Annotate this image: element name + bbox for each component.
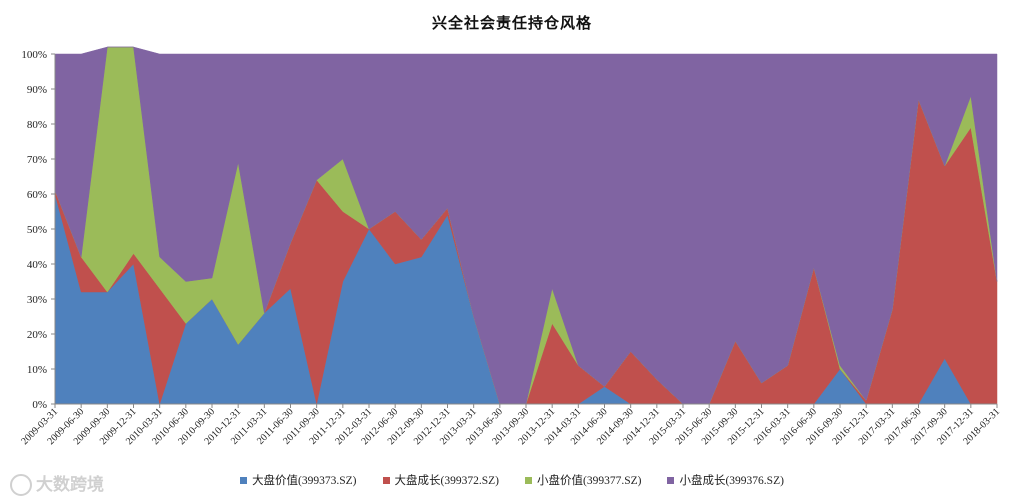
legend-swatch	[525, 476, 532, 484]
watermark-text: 大数跨境	[36, 475, 104, 495]
plot-area	[54, 46, 998, 405]
y-tick-label: 10%	[27, 364, 47, 376]
y-tick-label: 100%	[21, 49, 47, 61]
y-tick-label: 0%	[32, 399, 47, 411]
legend-swatch	[667, 476, 675, 484]
y-tick-label: 90%	[27, 84, 47, 96]
watermark-logo-icon	[10, 474, 32, 496]
legend-swatch	[240, 476, 248, 484]
watermark: 大数跨境	[10, 470, 104, 496]
legend-label: 小盘价值(399377.SZ)	[537, 475, 642, 487]
legend-label: 大盘价值(399373.SZ)	[252, 475, 357, 487]
y-tick-label: 80%	[27, 119, 47, 131]
legend-item-2: 小盘价值(399377.SZ)	[525, 472, 641, 488]
y-tick-label: 40%	[27, 259, 47, 271]
y-tick-label: 50%	[27, 224, 47, 236]
legend: 大盘价值(399373.SZ) 大盘成长(399372.SZ) 小盘价值(39937…	[0, 472, 1024, 488]
legend-item-3: 小盘成长(399376.SZ)	[667, 472, 784, 488]
legend-label: 小盘成长(399376.SZ)	[679, 475, 784, 487]
area-series-3	[54, 46, 998, 405]
y-tick-label: 20%	[27, 329, 47, 341]
y-tick-label: 60%	[27, 189, 47, 201]
y-tick-label: 70%	[27, 154, 47, 166]
legend-item-1: 大盘成长(399372.SZ)	[382, 472, 499, 488]
legend-item-0: 大盘价值(399373.SZ)	[240, 472, 357, 488]
legend-swatch	[382, 476, 390, 484]
y-tick-label: 30%	[27, 294, 47, 306]
chart-title: 兴全社会责任持仓风格	[431, 14, 592, 32]
legend-label: 大盘成长(399372.SZ)	[394, 475, 499, 487]
